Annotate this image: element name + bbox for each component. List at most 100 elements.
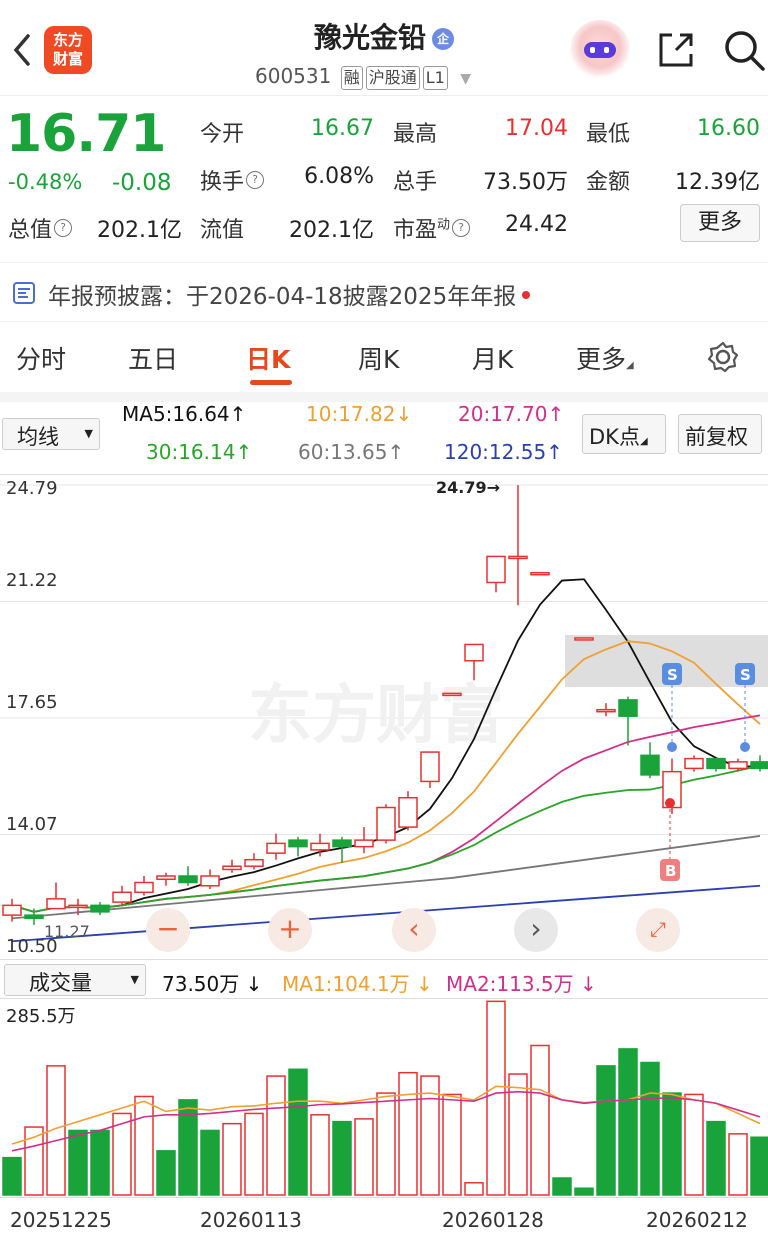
sell-marker	[662, 663, 682, 685]
volume-label: 总手	[393, 170, 438, 195]
stock-code: 600531 融沪股通 L1 ▼	[255, 64, 471, 90]
forward-adjust-button[interactable]: 前复权	[678, 414, 762, 454]
current-price: 16.71	[6, 104, 166, 164]
vol-ma1-line	[11, 1085, 761, 1145]
volume-bar	[552, 1177, 572, 1196]
volume-bar	[112, 1112, 132, 1196]
volume-chart[interactable]	[0, 998, 768, 1198]
kline-chart[interactable]: 东方财富 S S B	[0, 474, 768, 960]
help-icon[interactable]: ?	[246, 171, 265, 189]
x-tick: 20260128	[442, 1208, 544, 1232]
scroll-left-button[interactable]: ‹	[392, 908, 436, 952]
tab-weekly-k[interactable]: 周K	[358, 345, 400, 374]
tag-level: L1	[422, 66, 448, 90]
dk-point-button[interactable]: DK点◢	[582, 414, 666, 454]
zoom-out-button[interactable]: −	[146, 908, 190, 952]
volume-bar	[596, 1065, 616, 1196]
volume-svg	[2, 1000, 768, 1196]
candle	[354, 839, 374, 848]
candle	[222, 865, 242, 871]
volume-bar	[288, 1068, 308, 1196]
sell-marker	[735, 663, 755, 685]
zoom-in-button[interactable]: +	[268, 908, 312, 952]
open-value: 16.67	[311, 116, 374, 141]
help-icon[interactable]: ?	[452, 219, 471, 237]
x-tick: 20260113	[200, 1208, 302, 1232]
candle	[684, 757, 704, 770]
tab-monthly-k[interactable]: 月K	[472, 345, 514, 374]
y-tick: 14.07	[6, 814, 58, 835]
kline-svg: 东方财富 S S B	[0, 484, 768, 943]
high-label: 最高	[393, 122, 438, 147]
candle	[706, 757, 726, 770]
volume-bar	[266, 1075, 286, 1196]
buy-marker	[660, 859, 680, 881]
volume-bar	[90, 1129, 110, 1196]
open-label: 今开	[200, 122, 245, 147]
tag-margin: 融	[340, 66, 363, 90]
fullscreen-button[interactable]: ⤢	[636, 908, 680, 952]
stock-title: 豫光金铅企	[0, 16, 768, 56]
volume-bar	[684, 1093, 704, 1196]
signal-dot	[665, 798, 675, 808]
chevron-down-icon[interactable]: ▼	[460, 71, 471, 87]
candle	[398, 796, 418, 828]
help-icon[interactable]: ?	[54, 219, 73, 237]
float-cap-label: 流值	[200, 218, 245, 243]
candle	[618, 699, 638, 717]
candle	[24, 914, 44, 920]
candle	[112, 891, 132, 903]
low-value: 16.60	[697, 116, 760, 141]
candle	[68, 904, 88, 909]
volume-bar	[640, 1061, 660, 1196]
sub-indicator-select[interactable]: 成交量 ▼	[4, 964, 146, 996]
ma60-value: 60:13.65↑	[298, 440, 405, 464]
assistant-robot-icon[interactable]	[570, 20, 630, 80]
tag-connect: 沪股通	[365, 66, 420, 90]
ma20-value: 20:17.70↑	[458, 402, 565, 426]
back-arrow-icon[interactable]	[8, 30, 36, 70]
volume-bar	[530, 1044, 550, 1196]
market-cap-value: 202.1亿	[97, 218, 182, 243]
sell-marker-label: S	[667, 666, 678, 684]
volume-bar	[222, 1122, 242, 1196]
volume-bar	[398, 1071, 418, 1196]
tab-daily-k[interactable]: 日K	[246, 345, 291, 374]
scroll-right-button[interactable]: ›	[514, 908, 558, 952]
volume-bar	[156, 1150, 176, 1196]
ma120-line	[11, 884, 761, 943]
volume-bar	[200, 1129, 220, 1196]
tab-five-day[interactable]: 五日	[128, 345, 179, 374]
enterprise-badge: 企	[432, 28, 454, 50]
candle	[486, 555, 506, 584]
more-button[interactable]: 更多	[680, 204, 760, 242]
market-cap-label: 总值?	[8, 212, 73, 244]
candle	[420, 751, 440, 783]
pe-label: 市盈动?	[393, 212, 471, 244]
search-icon[interactable]	[722, 28, 766, 72]
share-icon[interactable]	[656, 30, 696, 70]
gear-icon[interactable]	[706, 340, 740, 374]
watermark: 东方财富	[248, 679, 504, 753]
tab-more[interactable]: 更多◢	[576, 345, 634, 374]
volume-bar	[244, 1112, 264, 1196]
volume-bar	[618, 1048, 638, 1196]
candle	[530, 571, 550, 576]
vol-ma1: MA1:104.1万 ↓	[282, 972, 433, 996]
volume-bar	[310, 1114, 330, 1196]
annual-report-notice[interactable]: 年报预披露：于2026-04-18披露2025年年报	[0, 262, 768, 322]
candle	[442, 692, 462, 697]
volume-bar	[662, 1092, 682, 1196]
active-tab-indicator	[250, 380, 292, 385]
volume-bar	[354, 1118, 374, 1196]
ma30-value: 30:16.14↑	[146, 440, 253, 464]
vol-y-tick: 285.5万	[6, 1006, 76, 1027]
tab-intraday[interactable]: 分时	[16, 345, 67, 374]
ma60-line	[11, 835, 761, 920]
ma10-value: 10:17.82↓	[306, 402, 413, 426]
volume-bar	[134, 1095, 154, 1196]
indicator-select[interactable]: 均线 ▼	[2, 418, 100, 450]
candle	[244, 858, 264, 867]
y-tick: 10.50	[6, 936, 58, 957]
candle	[640, 754, 660, 776]
